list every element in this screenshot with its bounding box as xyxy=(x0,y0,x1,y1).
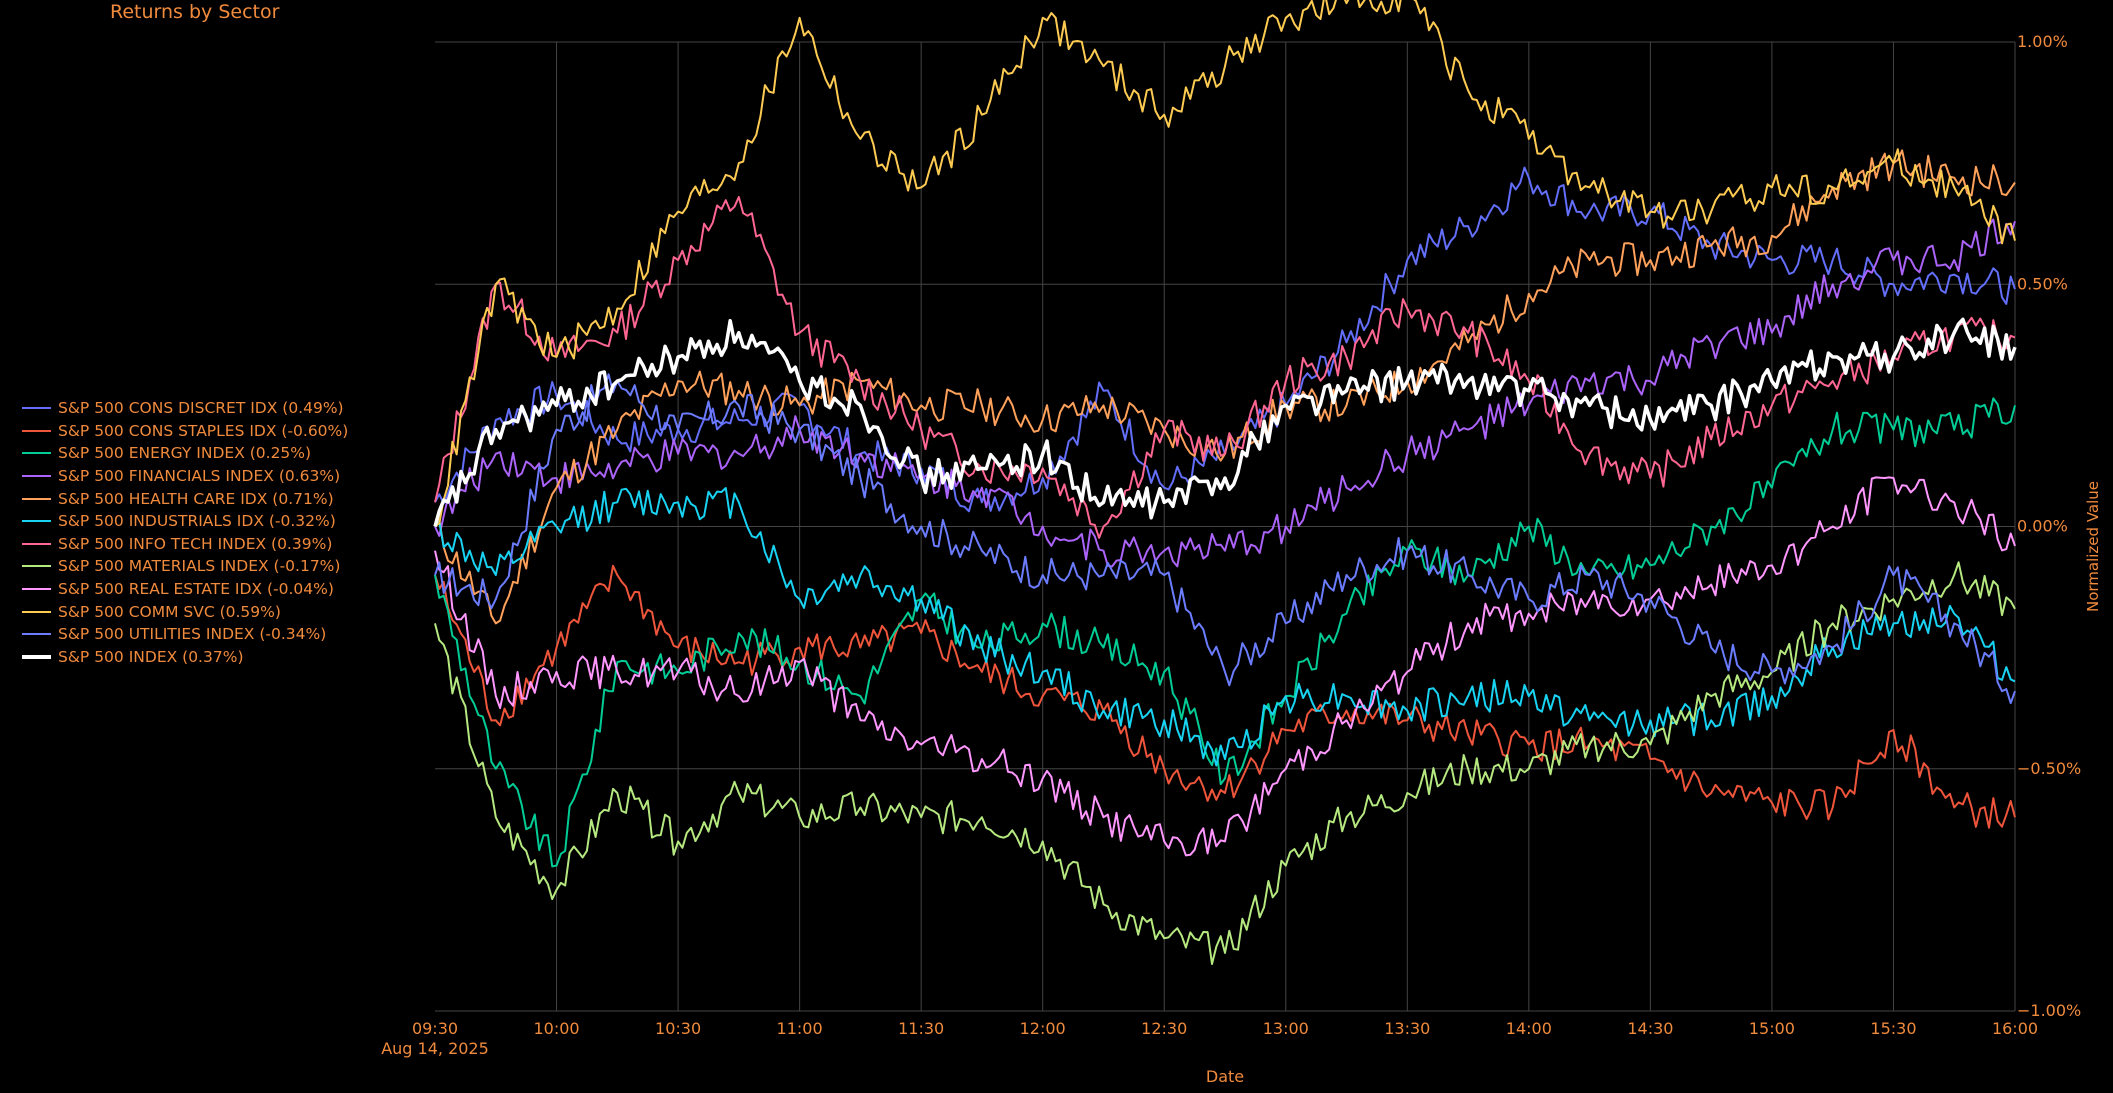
x-tick-label: 16:00 xyxy=(1992,1019,2038,1038)
x-tick-label: 12:00 xyxy=(1020,1019,1066,1038)
legend-swatch xyxy=(22,520,51,523)
legend-swatch xyxy=(22,542,51,545)
series-line xyxy=(434,476,2016,857)
legend-item[interactable]: S&P 500 COMM SVC (0.59%) xyxy=(22,600,348,623)
x-tick-label: 14:00 xyxy=(1506,1019,1552,1038)
legend-swatch xyxy=(22,654,51,659)
legend-item[interactable]: S&P 500 REAL ESTATE IDX (-0.04%) xyxy=(22,578,348,601)
x-tick-label: 15:00 xyxy=(1749,1019,1795,1038)
legend-swatch xyxy=(22,633,51,636)
series-line xyxy=(433,317,2017,527)
legend-swatch xyxy=(22,565,51,568)
legend-swatch xyxy=(22,452,51,455)
legend-item[interactable]: S&P 500 UTILITIES INDEX (-0.34%) xyxy=(22,623,348,646)
legend-item[interactable]: S&P 500 MATERIALS INDEX (-0.17%) xyxy=(22,555,348,578)
legend-label: S&P 500 CONS DISCRET IDX (0.49%) xyxy=(58,399,344,418)
series-line xyxy=(434,166,2016,513)
legend-label: S&P 500 HEALTH CARE IDX (0.71%) xyxy=(58,489,334,508)
x-tick-label: 10:00 xyxy=(533,1019,579,1038)
x-tick-label: 15:30 xyxy=(1870,1019,1916,1038)
legend-label: S&P 500 ENERGY INDEX (0.25%) xyxy=(58,444,312,463)
x-tick-label: 11:00 xyxy=(777,1019,823,1038)
y-tick-label: −1.00% xyxy=(2017,1001,2081,1020)
legend-item[interactable]: S&P 500 INDUSTRIALS IDX (-0.32%) xyxy=(22,510,348,533)
legend-swatch xyxy=(22,475,51,478)
legend-item[interactable]: S&P 500 INFO TECH INDEX (0.39%) xyxy=(22,533,348,556)
legend-swatch xyxy=(22,610,51,613)
legend-item[interactable]: S&P 500 CONS DISCRET IDX (0.49%) xyxy=(22,397,348,420)
x-tick-label: 12:30 xyxy=(1141,1019,1187,1038)
series-line xyxy=(434,0,2016,528)
x-tick-label: 13:00 xyxy=(1263,1019,1309,1038)
y-tick-label: 1.00% xyxy=(2017,32,2068,51)
x-tick-label: 10:30 xyxy=(655,1019,701,1038)
legend-swatch xyxy=(22,497,51,500)
legend-label: S&P 500 MATERIALS INDEX (-0.17%) xyxy=(58,557,341,576)
legend-label: S&P 500 UTILITIES INDEX (-0.34%) xyxy=(58,625,327,644)
legend-item[interactable]: S&P 500 INDEX (0.37%) xyxy=(22,646,348,669)
legend-label: S&P 500 CONS STAPLES IDX (-0.60%) xyxy=(58,421,349,440)
series-line xyxy=(434,397,2016,868)
legend-swatch xyxy=(22,588,51,591)
y-axis-title: Normalized Value xyxy=(2084,481,2102,612)
x-axis-title: Date xyxy=(1206,1067,1244,1086)
x-tick-label: 14:30 xyxy=(1627,1019,1673,1038)
x-tick-label: 09:30 xyxy=(412,1019,458,1038)
legend-label: S&P 500 INFO TECH INDEX (0.39%) xyxy=(58,534,333,553)
series-line xyxy=(434,196,2016,539)
series-line xyxy=(434,218,2016,568)
chart-legend: S&P 500 CONS DISCRET IDX (0.49%) S&P 500 … xyxy=(22,397,348,668)
series-line xyxy=(434,564,2016,829)
legend-item[interactable]: S&P 500 FINANCIALS INDEX (0.63%) xyxy=(22,465,348,488)
series-line xyxy=(434,561,2016,965)
legend-label: S&P 500 COMM SVC (0.59%) xyxy=(58,602,281,621)
legend-swatch xyxy=(22,407,51,410)
y-tick-label: 0.50% xyxy=(2017,274,2068,293)
y-tick-label: −0.50% xyxy=(2017,759,2081,778)
x-tick-label: 13:30 xyxy=(1384,1019,1430,1038)
legend-label: S&P 500 INDEX (0.37%) xyxy=(58,647,244,666)
legend-item[interactable]: S&P 500 ENERGY INDEX (0.25%) xyxy=(22,442,348,465)
legend-swatch xyxy=(22,429,51,432)
legend-label: S&P 500 INDUSTRIALS IDX (-0.32%) xyxy=(58,512,336,531)
chart-title: Returns by Sector xyxy=(110,1,280,23)
legend-label: S&P 500 FINANCIALS INDEX (0.63%) xyxy=(58,467,341,486)
x-date-label: Aug 14, 2025 xyxy=(381,1039,489,1058)
y-tick-label: 0.00% xyxy=(2017,517,2068,536)
series-line xyxy=(434,487,2016,767)
legend-label: S&P 500 REAL ESTATE IDX (-0.04%) xyxy=(58,580,334,599)
x-tick-label: 11:30 xyxy=(898,1019,944,1038)
legend-item[interactable]: S&P 500 HEALTH CARE IDX (0.71%) xyxy=(22,487,348,510)
legend-item[interactable]: S&P 500 CONS STAPLES IDX (-0.60%) xyxy=(22,420,348,443)
series-line xyxy=(434,373,2016,705)
